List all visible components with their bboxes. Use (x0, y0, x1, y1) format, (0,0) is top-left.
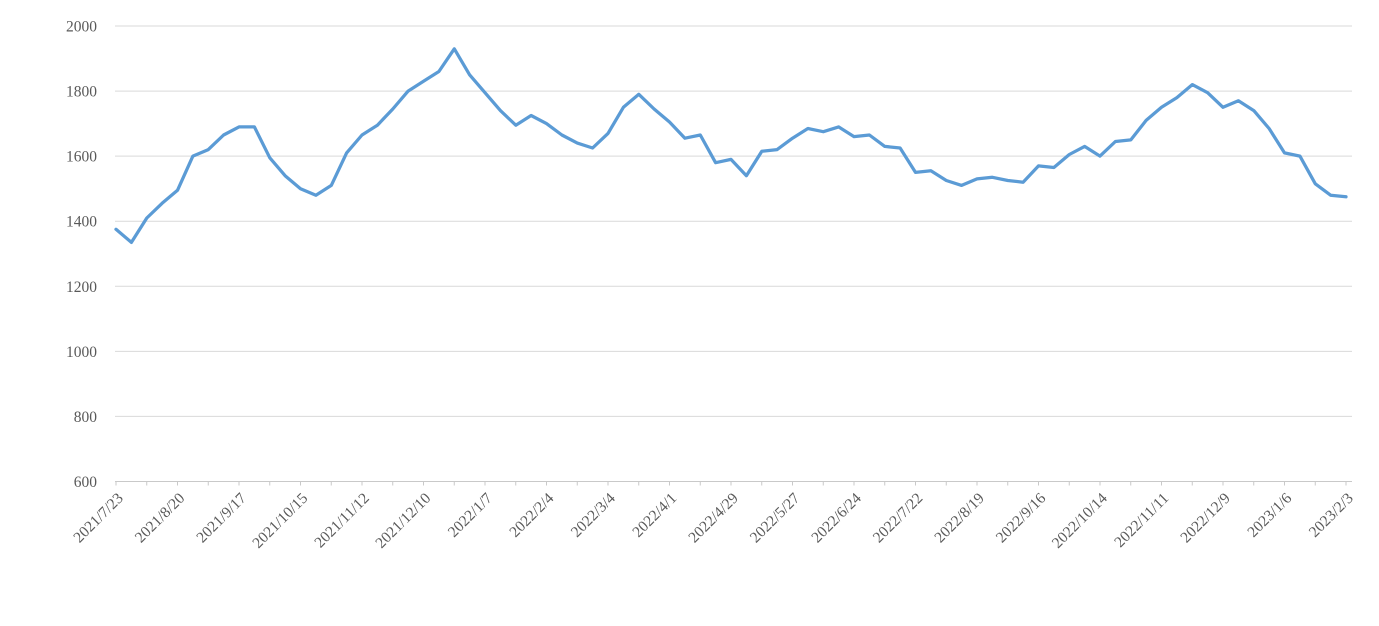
y-axis-labels: 600 800 1000 1200 1400 1600 1800 2000 (66, 19, 97, 492)
y-tick-label: 1600 (66, 149, 97, 166)
y-tick-label: 1400 (66, 214, 97, 231)
y-tick-label: 600 (74, 474, 98, 491)
x-axis (115, 481, 1352, 486)
y-tick-label: 1200 (66, 279, 97, 296)
series-line (114, 47, 1348, 245)
y-tick-label: 1800 (66, 84, 97, 101)
y-tick-label: 2000 (66, 19, 97, 36)
gridlines (115, 25, 1352, 417)
y-tick-label: 800 (74, 409, 98, 426)
y-tick-label: 1000 (66, 344, 97, 361)
